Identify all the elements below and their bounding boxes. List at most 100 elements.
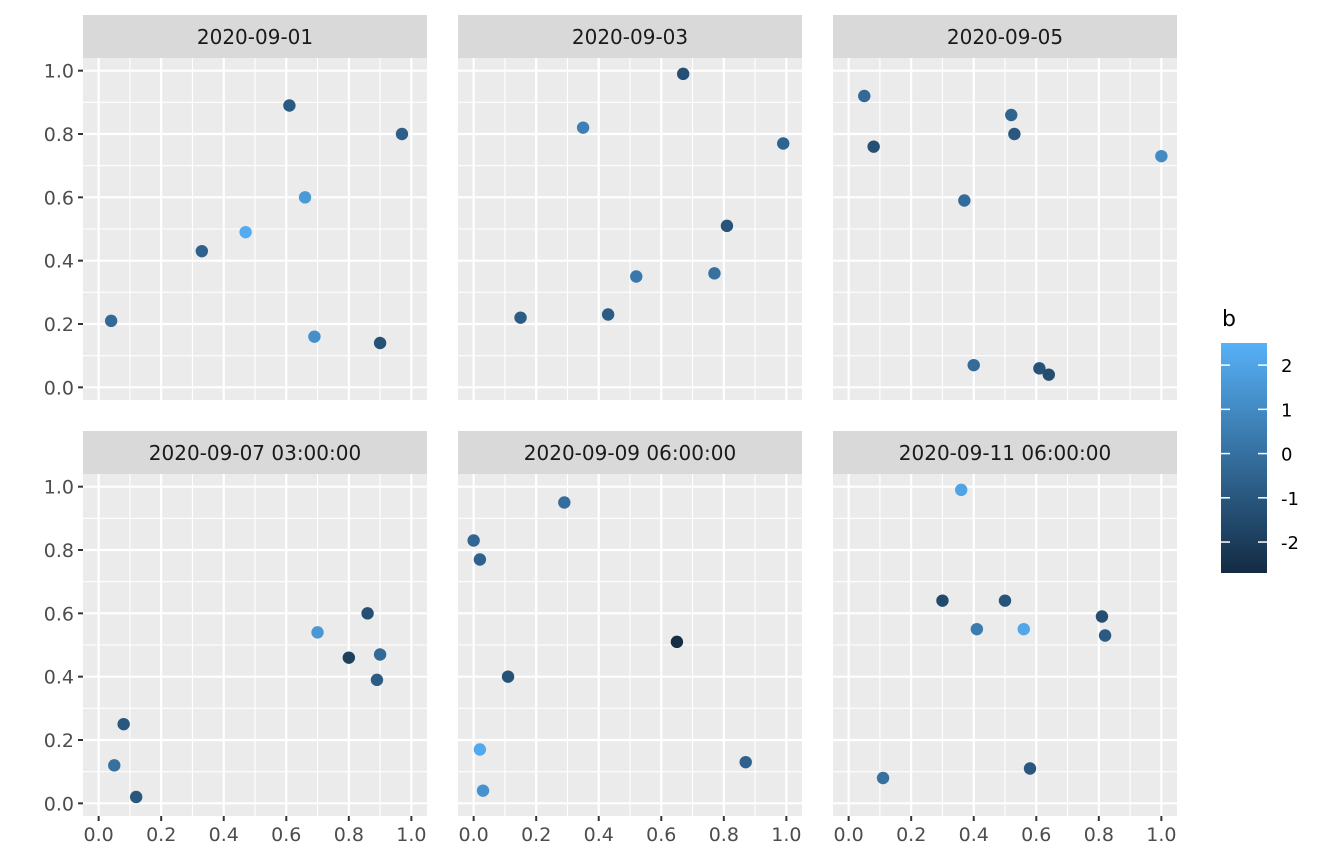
scatter-point xyxy=(777,137,790,150)
facet-strip-label: 2020-09-07 03:00:00 xyxy=(149,441,361,465)
scatter-point xyxy=(936,594,949,607)
scatter-point xyxy=(361,607,374,620)
y-tick-label: 0.6 xyxy=(44,187,74,209)
x-tick-label: 0.2 xyxy=(146,824,176,846)
facet-panel: 2020-09-01 0.0 0.2 0.4 0.6 0.8 1.0 xyxy=(44,15,427,400)
color-legend: b 2 1 0 -1 -2 xyxy=(1221,307,1299,573)
scatter-point xyxy=(1042,368,1055,381)
facet-strip-label: 2020-09-09 06:00:00 xyxy=(524,441,736,465)
x-tick-label: 0.8 xyxy=(709,824,739,846)
scatter-point xyxy=(283,99,296,112)
scatter-point xyxy=(867,140,880,153)
scatter-point xyxy=(1017,622,1030,636)
scatter-point xyxy=(195,244,209,258)
scatter-point xyxy=(342,651,356,664)
scatter-point xyxy=(298,191,312,204)
x-tick-label: 0.6 xyxy=(271,824,301,846)
scatter-point xyxy=(708,267,721,280)
colorbar-label: 0 xyxy=(1281,445,1292,466)
scatter-point xyxy=(1155,149,1168,163)
scatter-point xyxy=(876,771,890,785)
colorbar-label: 2 xyxy=(1281,356,1292,377)
scatter-point xyxy=(720,219,734,233)
scatter-point xyxy=(558,496,571,509)
y-tick-label: 1.0 xyxy=(44,477,74,499)
scatter-point xyxy=(955,483,968,497)
x-tick-label: 0.0 xyxy=(834,824,864,846)
x-tick-label: 0.0 xyxy=(459,824,489,846)
x-tick-label: 0.8 xyxy=(334,824,364,846)
x-tick-label: 0.2 xyxy=(521,824,551,846)
scatter-point xyxy=(670,635,684,649)
scatter-point xyxy=(129,790,143,804)
scatter-point xyxy=(476,784,490,797)
scatter-point xyxy=(576,121,590,134)
facet-panels: 2020-09-01 0.0 0.2 0.4 0.6 0.8 1.0 2020-09-03 20… xyxy=(44,15,1177,846)
colorbar-label: 1 xyxy=(1281,400,1292,421)
x-tick-label: 1.0 xyxy=(771,824,801,846)
scatter-point xyxy=(1023,762,1037,775)
scatter-point xyxy=(630,270,643,283)
facet-panel: 2020-09-05 xyxy=(833,15,1177,400)
scatter-point xyxy=(1005,108,1018,122)
facet-panel: 2020-09-11 06:00:00 0.0 0.2 0.4 0.6 0.8 1.0 xyxy=(833,431,1177,846)
scatter-point xyxy=(473,743,487,756)
y-tick-label: 0.4 xyxy=(44,667,74,689)
scatter-point xyxy=(467,534,480,547)
facet-strip-label: 2020-09-05 xyxy=(947,25,1063,49)
facet-panel: 2020-09-07 03:00:00 0.0 0.2 0.4 0.6 0.8 1.0 0.0… xyxy=(44,431,427,846)
y-tick-label: 0.6 xyxy=(44,603,74,625)
scatter-point xyxy=(239,225,252,239)
scatter-point xyxy=(311,626,324,639)
scatter-point xyxy=(514,311,527,324)
colorbar-label: -1 xyxy=(1281,489,1299,510)
facet-panel: 2020-09-03 xyxy=(458,15,802,400)
y-tick-label: 0.0 xyxy=(44,377,74,399)
y-tick-label: 0.4 xyxy=(44,251,74,273)
facet-strip xyxy=(83,15,427,58)
x-tick-label: 0.4 xyxy=(209,824,239,846)
colorbar xyxy=(1221,343,1267,573)
scatter-point xyxy=(958,194,971,207)
scatter-point xyxy=(501,670,515,683)
scatter-point xyxy=(473,553,487,566)
x-tick-label: 0.4 xyxy=(584,824,614,846)
x-tick-label: 0.8 xyxy=(1084,824,1114,846)
x-tick-label: 0.0 xyxy=(84,824,114,846)
scatter-point xyxy=(601,308,615,321)
facet-strip xyxy=(458,15,802,58)
scatter-point xyxy=(676,67,690,81)
scatter-point xyxy=(967,358,980,372)
scatter-point xyxy=(858,89,871,103)
colorbar-label: -2 xyxy=(1281,533,1299,554)
y-tick-label: 1.0 xyxy=(44,61,74,83)
x-tick-label: 0.6 xyxy=(646,824,676,846)
scatter-point xyxy=(1008,127,1021,141)
facet-strip xyxy=(458,431,802,474)
facet-strip xyxy=(833,431,1177,474)
facet-panel: 2020-09-09 06:00:00 0.0 0.2 0.4 0.6 0.8 1.0 xyxy=(458,431,802,846)
x-tick-label: 0.6 xyxy=(1021,824,1051,846)
scatter-point xyxy=(108,759,121,772)
scatter-point xyxy=(970,622,984,636)
facet-strip xyxy=(833,15,1177,58)
scatter-point xyxy=(1033,362,1046,375)
scatter-point xyxy=(1098,629,1112,642)
y-tick-label: 0.2 xyxy=(44,730,74,752)
x-tick-label: 1.0 xyxy=(396,824,426,846)
scatter-point xyxy=(373,648,387,661)
scatter-point xyxy=(395,127,409,141)
y-tick-label: 0.0 xyxy=(44,793,74,815)
x-tick-label: 0.2 xyxy=(896,824,926,846)
scatter-point xyxy=(998,594,1012,607)
scatter-point xyxy=(373,336,387,350)
scatter-point xyxy=(308,330,321,343)
x-tick-label: 0.4 xyxy=(959,824,989,846)
y-tick-label: 0.2 xyxy=(44,314,74,336)
y-tick-label: 0.8 xyxy=(44,540,74,562)
x-tick-label: 1.0 xyxy=(1146,824,1176,846)
facet-strip xyxy=(83,431,427,474)
scatter-point xyxy=(370,673,384,687)
scatter-point xyxy=(117,717,130,731)
